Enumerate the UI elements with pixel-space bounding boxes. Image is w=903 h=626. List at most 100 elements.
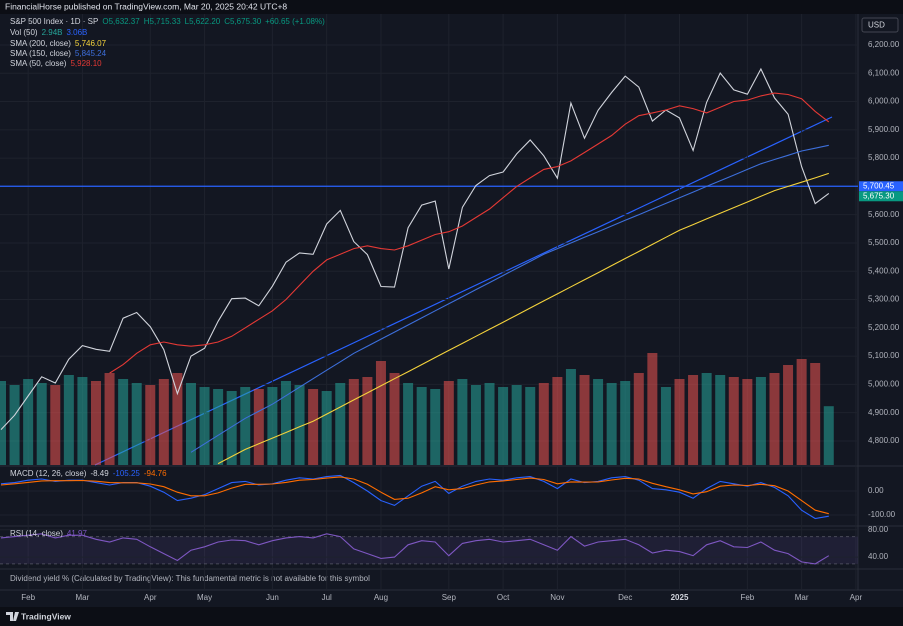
legend-value: 2.94B	[42, 28, 63, 37]
volume-bar	[742, 379, 753, 465]
price-badge	[859, 191, 903, 202]
volume-bar	[647, 353, 658, 465]
x-tick-label: Apr	[144, 593, 157, 602]
volume-bar	[362, 377, 373, 465]
dividend-note: Dividend yield % (Calculated by TradingV…	[10, 574, 370, 583]
price-badge	[859, 181, 903, 192]
legend-value: 5,845.24	[75, 49, 107, 58]
price-badge-label: 5,700.45	[863, 181, 895, 190]
volume-bar	[810, 363, 821, 465]
brand: TradingView	[21, 611, 71, 621]
x-tick-label: Apr	[850, 593, 863, 602]
volume-bar	[565, 369, 576, 465]
volume-bar	[280, 381, 291, 465]
legend-value: 5,928.10	[70, 59, 102, 68]
volume-bar	[348, 379, 359, 465]
x-tick-label: Oct	[497, 593, 510, 602]
volume-bar	[63, 375, 74, 465]
volume-bar	[172, 373, 183, 465]
top-bar	[0, 0, 903, 14]
y-tick-label: 6,200.00	[868, 40, 900, 49]
volume-bar	[660, 387, 671, 465]
series-line	[0, 533, 830, 565]
x-tick-label: Dec	[618, 593, 632, 602]
volume-bar	[321, 391, 332, 465]
x-tick-label: May	[197, 593, 212, 602]
volume-bar	[403, 383, 414, 465]
legend-label: Vol (50)	[10, 28, 38, 37]
y-tick-label: 5,100.00	[868, 351, 900, 360]
volume-bar	[796, 359, 807, 465]
volume-bar	[593, 379, 604, 465]
y-tick-label: 40.00	[868, 552, 889, 561]
series-line	[109, 92, 830, 374]
y-tick-label: 5,500.00	[868, 238, 900, 247]
y-tick-label: 4,800.00	[868, 436, 900, 445]
volume-bar	[185, 383, 196, 465]
volume-bar	[0, 381, 6, 465]
volume-bar	[267, 387, 278, 465]
ohlc-value: C5,675.30	[224, 17, 261, 26]
volume-bar	[674, 379, 685, 465]
series-line	[217, 172, 829, 465]
volume-bar	[335, 383, 346, 465]
ohlc-value: +60.65 (+1.08%)	[265, 17, 325, 26]
legend-value: 5,746.07	[75, 39, 107, 48]
y-tick-label: 6,100.00	[868, 68, 900, 77]
y-tick-label: 5,200.00	[868, 323, 900, 332]
series-line	[190, 144, 829, 453]
volume-bar	[416, 387, 427, 465]
symbol-title: S&P 500 Index · 1D · SP	[10, 17, 98, 26]
legend-value: -105.25	[113, 469, 141, 478]
volume-bar	[36, 383, 47, 465]
legend-label: RSI (14, close)	[10, 529, 63, 538]
y-tick-label: 6,000.00	[868, 97, 900, 106]
volume-bar	[240, 387, 251, 465]
volume-bar	[199, 387, 210, 465]
volume-bar	[498, 387, 509, 465]
y-tick-label: 0.00	[868, 486, 884, 495]
x-tick-label: Nov	[550, 593, 564, 602]
volume-bar	[470, 385, 481, 465]
legend-label: SMA (200, close)	[10, 39, 71, 48]
ohlc-value: L5,622.20	[185, 17, 221, 26]
volume-bar	[104, 373, 115, 465]
y-tick-label: 5,800.00	[868, 153, 900, 162]
legend-value: 3.06B	[66, 28, 87, 37]
x-tick-label: Sep	[442, 593, 457, 602]
volume-bar	[308, 389, 319, 465]
volume-bar	[253, 389, 264, 465]
volume-bar	[728, 377, 739, 465]
legend-value: 41.97	[67, 529, 88, 538]
volume-bar	[823, 406, 834, 465]
logo	[6, 612, 19, 621]
volume-bar	[23, 379, 34, 465]
volume-bar	[769, 373, 780, 465]
x-tick-label: Jun	[266, 593, 279, 602]
y-tick-label: 5,400.00	[868, 266, 900, 275]
x-tick-label: Feb	[740, 593, 754, 602]
volume-bar	[158, 379, 169, 465]
ohlc-value: H5,715.33	[144, 17, 181, 26]
volume-bar	[90, 381, 101, 465]
y-tick-label: -100.00	[868, 510, 896, 519]
volume-bar	[484, 383, 495, 465]
volume-bar	[701, 373, 712, 465]
x-tick-label: Feb	[21, 593, 35, 602]
y-tick-label: 5,900.00	[868, 125, 900, 134]
volume-bar	[552, 377, 563, 465]
volume-bar	[118, 379, 129, 465]
currency-box[interactable]	[861, 17, 899, 33]
x-tick-label: 2025	[671, 593, 689, 602]
ohlc-value: O5,632.37	[102, 17, 140, 26]
volume-bar	[688, 375, 699, 465]
volume-bar	[294, 385, 305, 465]
footer	[0, 607, 903, 626]
series-line	[0, 476, 829, 515]
y-tick-label: 80.00	[868, 525, 889, 534]
volume-bar	[226, 391, 237, 465]
legend-label: MACD (12, 26, close)	[10, 469, 87, 478]
volume-bar	[579, 375, 590, 465]
volume-bar	[457, 379, 468, 465]
